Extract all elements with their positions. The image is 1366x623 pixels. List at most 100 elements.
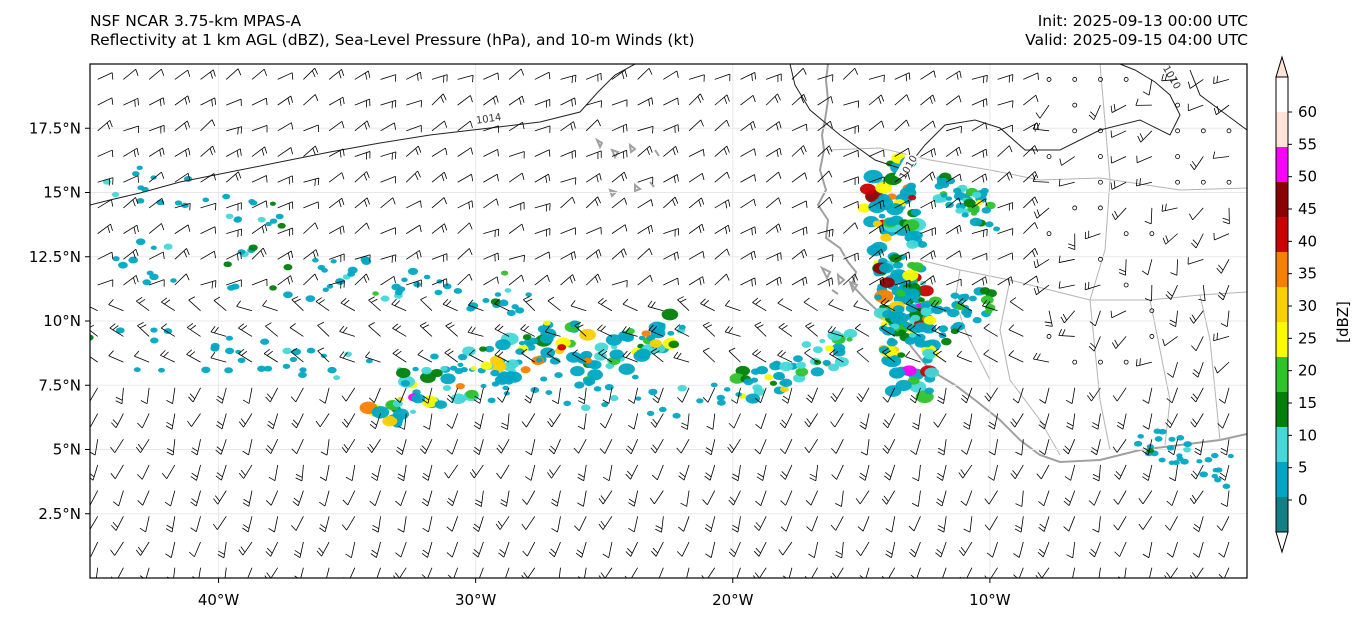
- wind-barb-staff: [633, 413, 639, 430]
- wind-barb-staff: [920, 94, 934, 106]
- wind-barb-feather: [910, 574, 916, 578]
- wind-barb-feather: [501, 426, 508, 430]
- wind-barb-staff: [791, 172, 806, 183]
- wind-barb-feather: [1115, 471, 1122, 477]
- reflectivity-cell: [1211, 473, 1219, 479]
- reflectivity-cell: [743, 378, 754, 386]
- wind-barb-staff: [90, 490, 99, 505]
- wind-barb-staff: [829, 353, 844, 363]
- wind-barb-staff: [940, 541, 947, 558]
- wind-barb-feather: [1066, 422, 1074, 427]
- reflectivity-cell: [609, 349, 624, 360]
- wind-barb-feather: [757, 473, 764, 478]
- wind-barb-feather: [755, 351, 762, 357]
- wind-barb-feather: [938, 447, 945, 452]
- wind-barb-feather: [676, 352, 682, 359]
- wind-barb-staff: [166, 464, 176, 479]
- wind-barb-feather: [417, 170, 421, 178]
- wind-barb-staff: [808, 439, 818, 453]
- wind-barb-staff: [992, 541, 998, 558]
- wind-barb-staff: [534, 173, 549, 183]
- wind-barb-staff: [200, 69, 214, 80]
- wind-barb-staff: [1202, 284, 1206, 301]
- wind-barb-feather: [191, 450, 198, 456]
- wind-barb-feather: [576, 549, 583, 555]
- wind-barb-staff: [451, 413, 459, 429]
- wind-barb-staff: [354, 254, 371, 260]
- wind-barb-staff: [817, 96, 832, 106]
- wind-barb-staff: [351, 464, 356, 481]
- wind-barb-feather: [499, 549, 506, 555]
- bijagos-islands: [819, 265, 859, 295]
- reflectivity-cell: [330, 259, 337, 264]
- wind-barb-staff: [894, 119, 907, 132]
- reflectivity-cell: [1158, 457, 1166, 463]
- lat-tick-label: 15°N: [43, 184, 81, 202]
- reflectivity-cell: [1214, 467, 1223, 473]
- wind-barb-staff: [1213, 336, 1230, 342]
- wind-barb-staff: [1043, 490, 1050, 506]
- wind-barb-feather: [342, 225, 345, 233]
- wind-barb-feather: [855, 498, 861, 505]
- wind-barb-feather: [1035, 112, 1041, 119]
- reflectivity-cell: [347, 271, 356, 277]
- wind-barb-feather: [1192, 470, 1198, 477]
- wind-barb-staff: [688, 119, 702, 132]
- wind-barb-feather: [932, 94, 936, 102]
- wind-barb-staff: [328, 121, 343, 132]
- wind-barb-feather: [700, 93, 704, 101]
- wind-barb-feather: [1167, 291, 1173, 297]
- wind-barb-feather: [161, 297, 168, 303]
- reflectivity-cell: [210, 345, 220, 352]
- wind-barb-feather: [678, 526, 684, 532]
- wind-barb-feather: [317, 347, 325, 352]
- wind-barb-feather: [1165, 235, 1169, 243]
- wind-barb-staff: [759, 567, 767, 578]
- wind-barb-feather: [368, 397, 375, 403]
- wind-barb-staff: [1098, 464, 1101, 481]
- reflectivity-cell: [1176, 435, 1185, 441]
- calm-wind-marker: [1200, 128, 1206, 134]
- wind-barb-staff: [520, 328, 535, 337]
- wind-barb-feather: [801, 251, 805, 259]
- wind-barb-staff: [733, 413, 741, 429]
- wind-barb-feather: [699, 278, 702, 286]
- wind-barb-feather: [210, 326, 216, 333]
- lat-tick-label: 7.5°N: [38, 376, 81, 394]
- wind-barb-feather: [1216, 267, 1222, 274]
- wind-barb-feather: [628, 425, 635, 430]
- wind-barb-staff: [1148, 413, 1153, 430]
- wind-barb-feather: [595, 251, 599, 259]
- wind-barb-feather: [1188, 213, 1193, 221]
- wind-barb-staff: [611, 224, 626, 234]
- wind-barb-staff: [457, 74, 474, 80]
- wind-barb-feather: [803, 297, 810, 303]
- wind-barb-staff: [920, 148, 935, 157]
- wind-barb-feather: [596, 175, 599, 183]
- wind-barb-feather: [290, 275, 293, 283]
- wind-barb-staff: [916, 567, 921, 578]
- wind-barb-staff: [400, 541, 407, 558]
- wind-barb-staff: [905, 356, 921, 363]
- wind-barb-staff: [1165, 233, 1178, 245]
- reflectivity-cell: [583, 357, 593, 364]
- wind-barb-feather: [751, 228, 753, 236]
- wind-barb-staff: [915, 439, 921, 455]
- wind-barb-feather: [495, 523, 501, 530]
- wind-barb-staff: [406, 100, 422, 106]
- wind-barb-staff: [406, 224, 421, 234]
- wind-barb-feather: [960, 469, 966, 476]
- reflectivity-cell: [750, 368, 761, 375]
- wind-barb-staff: [1213, 156, 1230, 159]
- wind-barb-feather: [190, 527, 197, 533]
- wind-barb-feather: [1217, 423, 1224, 429]
- wind-barb-staff: [633, 516, 639, 533]
- wind-barb-staff: [448, 464, 458, 479]
- wind-barb-feather: [1166, 398, 1173, 404]
- wind-barb-staff: [148, 124, 165, 132]
- wind-barb-feather: [444, 348, 451, 354]
- wind-barb-feather: [83, 299, 88, 304]
- wind-barb-feather: [187, 95, 191, 103]
- wind-barb-staff: [946, 278, 962, 286]
- wind-barb-feather: [882, 448, 888, 454]
